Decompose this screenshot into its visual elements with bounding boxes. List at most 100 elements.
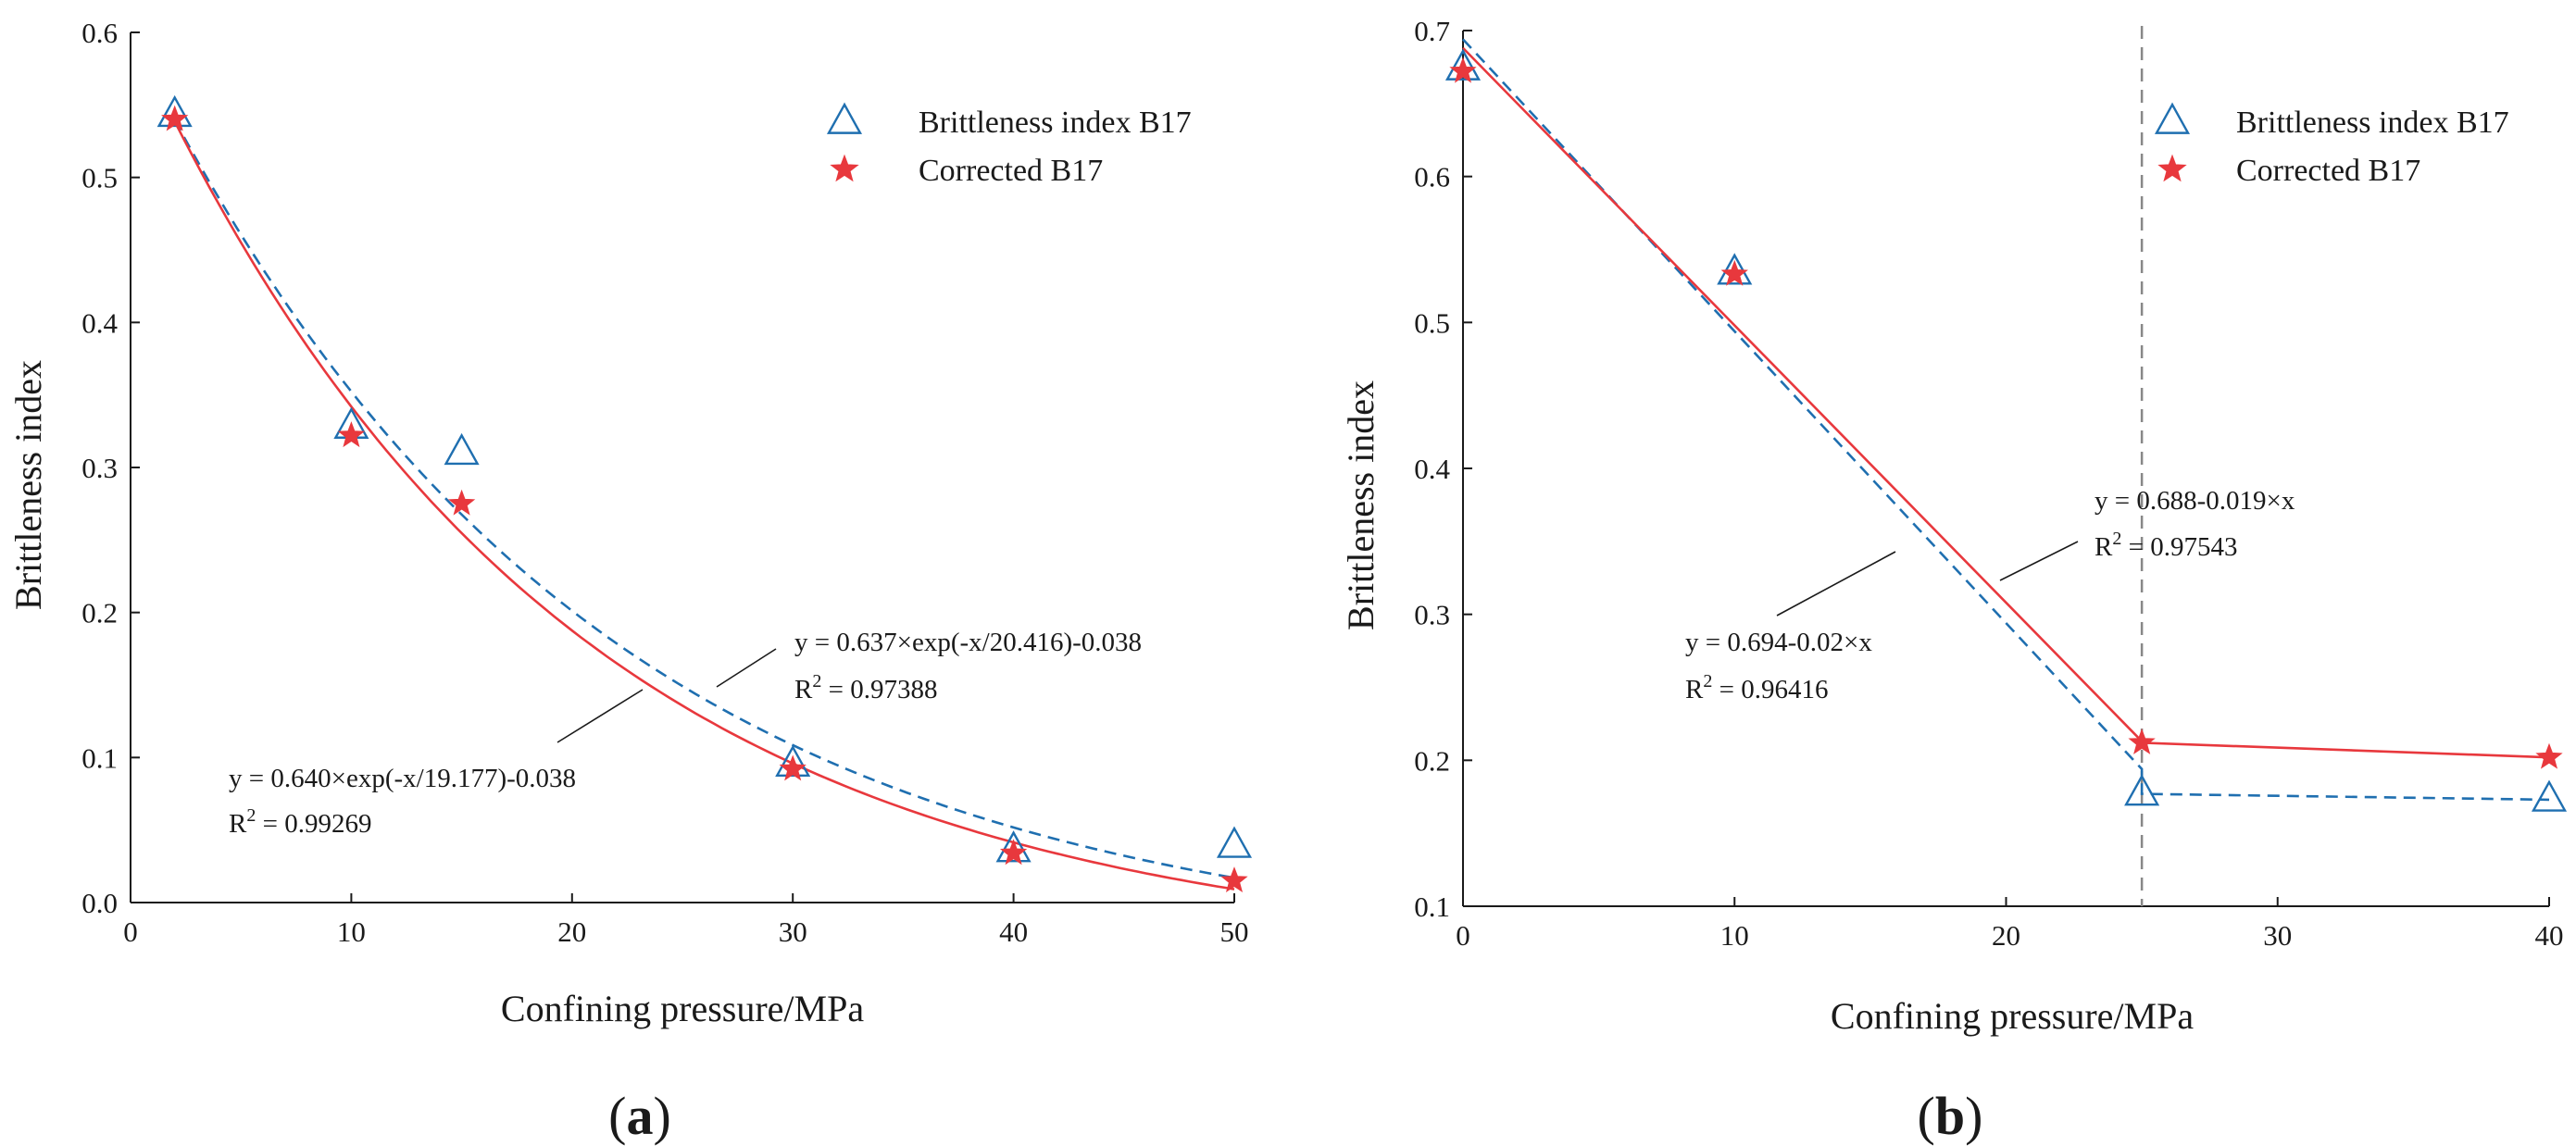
r-squared-value: = 0.97388: [821, 675, 937, 704]
legend-marker-star: [2157, 154, 2187, 182]
y-axis-title: Brittleness index: [1340, 380, 1382, 630]
equation-solid-fit: y = 0.640×exp(-x/19.177)-0.038: [229, 764, 576, 793]
data-point-triangle: [995, 830, 1032, 863]
fit-line-dashed: [1462, 38, 2550, 802]
legend-label-triangle: Brittleness index B17: [919, 106, 1192, 140]
x-tick-label: 50: [1220, 916, 1249, 948]
legend-marker-triangle: [2154, 102, 2191, 134]
data-point-triangle: [775, 744, 811, 777]
x-axis-title: Confining pressure/MPa: [501, 988, 864, 1029]
data-point-star: [2128, 728, 2156, 754]
data-point-star: [2535, 742, 2563, 769]
panel-b-marks: 0 10 20 30 40 0.1 0.2 0.3 0.4 0.5 0.6 0.7: [1414, 15, 2568, 952]
y-tick-label: 0.6: [1414, 161, 1450, 193]
y-tick-label: 0.5: [81, 162, 118, 194]
y-tick-label: 0.4: [81, 306, 118, 339]
panel-a-marks: 0 10 20 30 40 50 0.0 0.1 0.2 0.3 0.4 0.5 0.6: [81, 17, 1253, 948]
chart-panel-a: 0 10 20 30 40 50 0.0 0.1 0.2 0.3 0.4 0.5 0.6 Brittle…: [7, 17, 1253, 1146]
fit-line-dashed: [173, 119, 1235, 879]
y-tick-label: 0.4: [1414, 453, 1450, 485]
x-tick-label: 30: [779, 916, 807, 948]
data-point-triangle: [2124, 774, 2160, 806]
panel-label-paren-open: (: [608, 1086, 626, 1146]
r-squared-value: = 0.99269: [256, 809, 371, 839]
y-tick-label: 0.3: [81, 452, 118, 484]
r-squared-solid-fit: R2 = 0.97543: [2095, 529, 2237, 562]
r-squared-exponent: 2: [1703, 671, 1712, 691]
r-squared-symbol: R: [229, 809, 247, 839]
x-axis-title: Confining pressure/MPa: [1831, 995, 2194, 1037]
panel-label-paren-close: ): [1965, 1086, 1982, 1146]
legend-marker-star: [830, 154, 859, 182]
r-squared-exponent: 2: [2112, 529, 2121, 549]
r-squared-dashed-fit: R2 = 0.96416: [1685, 671, 1828, 704]
x-tick-label: 30: [2263, 919, 2292, 952]
y-tick-label: 0.6: [81, 17, 118, 49]
data-point-triangle: [2531, 779, 2568, 812]
data-point-triangle: [444, 432, 480, 466]
data-point-star: [779, 754, 807, 781]
y-tick-label: 0.1: [81, 741, 118, 774]
panel-label-letter: a: [627, 1086, 654, 1146]
x-tick-label: 0: [1456, 919, 1470, 952]
annotation-leader-solid: [556, 689, 644, 743]
y-tick-label: 0.2: [1414, 744, 1450, 777]
data-point-triangle: [1216, 826, 1253, 858]
x-tick-label: 40: [999, 916, 1028, 948]
r-squared-value: = 0.96416: [1712, 675, 1828, 704]
panel-label-paren-close: ): [654, 1086, 671, 1146]
x-tick-label: 10: [337, 916, 366, 948]
legend-label-star: Corrected B17: [919, 154, 1103, 188]
r-squared-dashed-fit: R2 = 0.97388: [794, 671, 937, 704]
legend-marker-triangle: [826, 102, 863, 134]
y-tick-label: 0.0: [81, 887, 118, 919]
panel-label-letter: b: [1935, 1086, 1965, 1146]
equation-dashed-fit: y = 0.694-0.02×x: [1685, 628, 1872, 657]
data-point-star: [1449, 56, 1477, 83]
panel-b-legend: Brittleness index B17 Corrected B17: [2236, 106, 2509, 188]
annotation-leader-dashed: [1776, 551, 1896, 617]
r-squared-symbol: R: [2095, 532, 2113, 562]
y-axis-title: Brittleness index: [7, 360, 49, 610]
panel-label-paren-open: (: [1918, 1086, 1935, 1146]
r-squared-solid-fit: R2 = 0.99269: [229, 805, 371, 839]
r-squared-symbol: R: [794, 675, 813, 704]
data-point-triangle: [156, 94, 193, 128]
r-squared-symbol: R: [1685, 675, 1704, 704]
data-point-star: [1720, 259, 1748, 286]
data-point-star: [1220, 866, 1248, 892]
y-tick-label: 0.5: [1414, 306, 1450, 339]
data-point-star: [161, 105, 189, 131]
y-tick-label: 0.3: [1414, 599, 1450, 631]
annotation-leader-solid: [1999, 541, 2079, 581]
data-point-triangle: [1717, 253, 1753, 285]
x-tick-label: 20: [557, 916, 586, 948]
panel-a-legend: Brittleness index B17 Corrected B17: [919, 106, 1192, 188]
x-tick-label: 0: [123, 916, 138, 948]
annotation-leader-dashed: [716, 648, 777, 688]
equation-solid-fit: y = 0.688-0.019×x: [2095, 486, 2295, 516]
x-tick-label: 10: [1720, 919, 1749, 952]
y-tick-label: 0.1: [1414, 891, 1450, 923]
equation-dashed-fit: y = 0.637×exp(-x/20.416)-0.038: [794, 628, 1142, 657]
x-tick-label: 20: [1992, 919, 2020, 952]
y-tick-label: 0.7: [1414, 15, 1450, 47]
r-squared-exponent: 2: [246, 805, 256, 826]
legend-label-triangle: Brittleness index B17: [2236, 106, 2509, 140]
panel-label-b: (b): [1918, 1086, 1983, 1146]
r-squared-exponent: 2: [812, 671, 821, 691]
data-point-triangle: [1444, 48, 1482, 81]
fit-line-solid: [173, 120, 1235, 891]
panel-label-a: (a): [608, 1086, 671, 1146]
data-point-star: [447, 489, 476, 516]
y-tick-label: 0.2: [81, 597, 118, 629]
panel-b-annotations: y = 0.688-0.019×x R2 = 0.97543 y = 0.694…: [1685, 486, 2295, 704]
data-point-star: [999, 839, 1028, 866]
legend-label-star: Corrected B17: [2236, 154, 2420, 188]
data-point-star: [337, 421, 366, 448]
chart-panel-b: 0 10 20 30 40 0.1 0.2 0.3 0.4 0.5 0.6 0.7 Brittlene…: [1340, 15, 2568, 1146]
panel-a-annotations: y = 0.637×exp(-x/20.416)-0.038 R2 = 0.97…: [229, 628, 1142, 839]
r-squared-value: = 0.97543: [2121, 532, 2237, 562]
x-tick-label: 40: [2535, 919, 2564, 952]
